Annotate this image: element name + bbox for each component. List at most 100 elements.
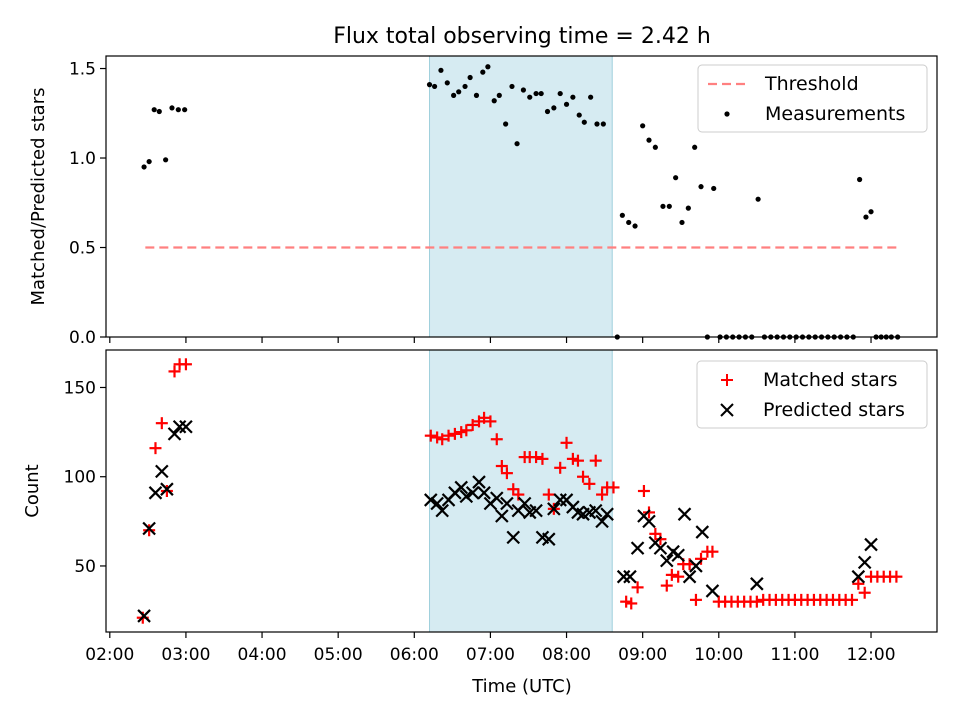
measurement-point bbox=[600, 121, 606, 127]
measurement-point bbox=[538, 90, 544, 97]
matched-star-point bbox=[155, 417, 168, 430]
predicted-stars-series bbox=[137, 419, 878, 623]
predicted-star-point bbox=[489, 491, 504, 505]
matched-star-point bbox=[672, 570, 685, 583]
predicted-star-point bbox=[179, 419, 193, 434]
predicted-star-point bbox=[705, 584, 720, 598]
measurement-point bbox=[141, 164, 147, 170]
measurement-point bbox=[444, 80, 450, 86]
matched-star-point bbox=[460, 424, 473, 437]
x-tick-label: 10:00 bbox=[694, 645, 743, 665]
predicted-star-point bbox=[600, 507, 614, 521]
top-axes-frame bbox=[105, 55, 938, 338]
measurement-point bbox=[456, 89, 462, 95]
predicted-star-point bbox=[155, 464, 169, 479]
matched-star-point bbox=[560, 436, 573, 449]
y-tick-label: 1.5 bbox=[69, 60, 96, 80]
legend-predicted-label: Predicted stars bbox=[763, 399, 905, 421]
matched-star-point bbox=[689, 593, 702, 606]
predicted-star-point bbox=[459, 489, 474, 504]
measurement-point bbox=[146, 158, 152, 165]
matched-star-point bbox=[160, 485, 173, 497]
measurement-point bbox=[544, 108, 551, 115]
matched-star-point bbox=[890, 570, 903, 583]
predicted-star-point bbox=[857, 555, 872, 570]
predicted-star-point bbox=[623, 569, 637, 584]
measurement-point bbox=[557, 90, 563, 97]
matched-star-point bbox=[845, 593, 858, 606]
measurement-point bbox=[480, 69, 486, 75]
matched-star-point bbox=[149, 442, 162, 455]
top-y-ticks: 0.0 0.5 1.0 1.5 bbox=[69, 60, 106, 348]
measurement-point bbox=[520, 87, 527, 93]
measurement-point bbox=[594, 121, 600, 127]
y-tick-label: 100 bbox=[64, 468, 96, 488]
predicted-star-point bbox=[167, 427, 182, 441]
matched-star-point bbox=[478, 411, 491, 424]
legend-matched-label: Matched stars bbox=[763, 369, 897, 391]
measurement-point bbox=[570, 94, 576, 100]
predicted-star-point bbox=[142, 521, 156, 536]
x-tick-label: 04:00 bbox=[238, 645, 287, 665]
predicted-star-point bbox=[642, 514, 656, 529]
measurement-point bbox=[182, 107, 188, 113]
matched-star-point bbox=[637, 485, 650, 497]
measurement-point bbox=[509, 83, 515, 90]
measurement-point bbox=[473, 92, 480, 98]
measurement-point bbox=[646, 137, 652, 143]
predicted-star-point bbox=[653, 541, 668, 555]
matched-star-point bbox=[466, 418, 479, 431]
measurement-point bbox=[533, 90, 539, 97]
matched-star-point bbox=[495, 460, 508, 473]
predicted-star-point bbox=[588, 503, 603, 518]
y-tick-label: 1.0 bbox=[69, 149, 96, 169]
legend-predicted-swatch bbox=[720, 403, 734, 417]
matched-star-point bbox=[179, 358, 192, 371]
measurement-point bbox=[431, 83, 438, 90]
predicted-star-point bbox=[465, 486, 480, 500]
matched-star-point bbox=[168, 365, 181, 378]
x-tick-label: 12:00 bbox=[847, 645, 896, 665]
x-tick-label: 11:00 bbox=[770, 645, 819, 665]
matched-star-point bbox=[695, 552, 708, 565]
legend-measurements-label: Measurements bbox=[765, 103, 905, 125]
predicted-star-point bbox=[454, 480, 469, 495]
matched-star-point bbox=[490, 433, 503, 446]
matched-star-point bbox=[554, 461, 567, 474]
predicted-star-point bbox=[500, 496, 514, 511]
matched-star-point bbox=[625, 597, 638, 610]
predicted-star-point bbox=[695, 525, 710, 539]
x-tick-label: 09:00 bbox=[618, 645, 667, 665]
predicted-star-point bbox=[851, 569, 866, 584]
predicted-star-point bbox=[547, 502, 561, 516]
matched-star-point bbox=[436, 433, 449, 446]
measurement-point bbox=[576, 112, 582, 118]
measurement-point bbox=[514, 141, 520, 147]
top-y-axis-label: Matched/Predicted stars bbox=[28, 88, 49, 306]
measurement-point bbox=[581, 119, 587, 125]
predicted-star-point bbox=[630, 541, 645, 555]
matched-star-point bbox=[583, 477, 596, 490]
measurement-point bbox=[685, 205, 691, 211]
matched-star-point bbox=[665, 568, 678, 581]
bottom-y-axis-label: Count bbox=[22, 464, 43, 517]
legend-matched-swatch bbox=[721, 374, 733, 386]
predicted-star-point bbox=[671, 548, 685, 563]
matched-star-point bbox=[577, 470, 590, 483]
measurement-point bbox=[698, 184, 704, 190]
measurement-point bbox=[619, 212, 625, 218]
matched-star-point bbox=[571, 454, 584, 467]
measurement-point bbox=[563, 101, 570, 107]
x-tick-label: 06:00 bbox=[390, 645, 439, 665]
predicted-star-point bbox=[430, 496, 444, 511]
measurement-point bbox=[640, 123, 646, 129]
predicted-star-point bbox=[148, 486, 163, 500]
matched-star-point bbox=[442, 429, 455, 442]
x-tick-label: 08:00 bbox=[542, 645, 591, 665]
legend-threshold-label: Threshold bbox=[764, 73, 859, 95]
measurement-point bbox=[169, 105, 175, 111]
top-legend: Threshold Measurements bbox=[697, 64, 928, 133]
measurement-point bbox=[485, 64, 491, 70]
y-tick-label: 150 bbox=[64, 378, 96, 398]
measurement-point bbox=[467, 74, 473, 81]
